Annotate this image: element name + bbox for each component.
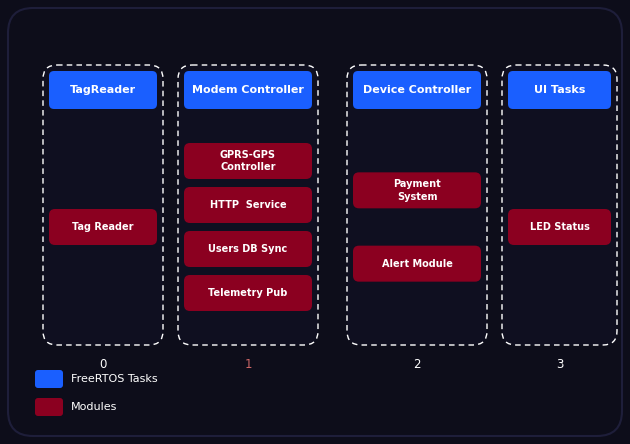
Text: Modem Controller: Modem Controller	[192, 85, 304, 95]
Text: Users DB Sync: Users DB Sync	[209, 244, 288, 254]
Text: UI Tasks: UI Tasks	[534, 85, 585, 95]
Text: 3: 3	[556, 358, 563, 372]
FancyBboxPatch shape	[184, 187, 312, 223]
FancyBboxPatch shape	[43, 65, 163, 345]
FancyBboxPatch shape	[178, 65, 318, 345]
Text: HTTP  Service: HTTP Service	[210, 200, 286, 210]
Text: Alert Module: Alert Module	[382, 259, 452, 269]
FancyBboxPatch shape	[353, 246, 481, 281]
FancyBboxPatch shape	[353, 71, 481, 109]
Text: 1: 1	[244, 358, 252, 372]
FancyBboxPatch shape	[184, 231, 312, 267]
FancyBboxPatch shape	[49, 71, 157, 109]
FancyBboxPatch shape	[347, 65, 487, 345]
Text: Payment
System: Payment System	[393, 179, 441, 202]
FancyBboxPatch shape	[35, 398, 63, 416]
FancyBboxPatch shape	[49, 209, 157, 245]
Text: Telemetry Pub: Telemetry Pub	[209, 288, 288, 298]
FancyBboxPatch shape	[502, 65, 617, 345]
FancyBboxPatch shape	[508, 71, 611, 109]
FancyBboxPatch shape	[8, 8, 622, 436]
Text: 2: 2	[413, 358, 421, 372]
FancyBboxPatch shape	[184, 71, 312, 109]
Text: LED Status: LED Status	[530, 222, 590, 232]
Text: Modules: Modules	[71, 402, 117, 412]
Text: TagReader: TagReader	[70, 85, 136, 95]
Text: Device Controller: Device Controller	[363, 85, 471, 95]
FancyBboxPatch shape	[353, 172, 481, 208]
Text: 0: 0	[100, 358, 106, 372]
Text: Tag Reader: Tag Reader	[72, 222, 134, 232]
FancyBboxPatch shape	[184, 275, 312, 311]
Text: GPRS-GPS
Controller: GPRS-GPS Controller	[220, 150, 276, 172]
FancyBboxPatch shape	[184, 143, 312, 179]
FancyBboxPatch shape	[508, 209, 611, 245]
Text: FreeRTOS Tasks: FreeRTOS Tasks	[71, 374, 158, 384]
FancyBboxPatch shape	[35, 370, 63, 388]
